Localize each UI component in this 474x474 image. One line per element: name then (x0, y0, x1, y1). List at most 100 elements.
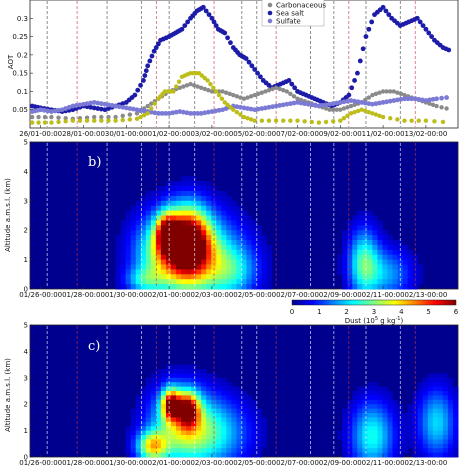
heat-cell (196, 443, 202, 449)
heat-cell (150, 430, 157, 436)
data-point-dust (234, 109, 240, 115)
data-point-dust (366, 109, 372, 115)
heat-cell (382, 279, 388, 285)
heat-cell (261, 235, 268, 241)
heat-cell (196, 240, 202, 246)
heat-cell (176, 421, 182, 427)
x-tick-label: 13/02-00:00 (404, 130, 447, 138)
heat-cell (221, 249, 227, 256)
heat-cell (115, 279, 122, 285)
data-point-dust (377, 113, 382, 119)
data-point-dust (373, 112, 379, 117)
heat-cell (382, 452, 388, 458)
heat-cell (165, 240, 172, 246)
heat-cell (387, 269, 393, 275)
heat-cell (130, 430, 137, 436)
heat-cell (206, 408, 212, 414)
heat-cell (170, 426, 177, 431)
data-point-sulfate (273, 103, 279, 109)
heat-cell (176, 249, 182, 256)
heat-cell (251, 264, 257, 270)
heat-cell (452, 430, 459, 436)
heat-cell (160, 284, 167, 290)
heat-cell (140, 225, 147, 231)
heat-cell (221, 195, 227, 202)
heat-cell (176, 382, 182, 387)
heat-cell (452, 452, 459, 458)
heat-cell (362, 244, 368, 251)
heat-cell (125, 249, 132, 256)
heat-cell (372, 448, 378, 453)
heat-cell (392, 421, 398, 427)
heat-cell (196, 452, 202, 458)
heat-cell (196, 215, 202, 221)
heat-cell (372, 215, 378, 221)
heat-cell (201, 279, 207, 285)
heat-cell (211, 264, 217, 270)
heat-cell (160, 382, 167, 387)
data-point-dust (395, 117, 400, 122)
heat-cell (135, 249, 142, 256)
heat-cell (357, 240, 363, 246)
heat-cell (417, 439, 424, 445)
heat-cell (140, 413, 147, 418)
heat-cell (181, 439, 187, 445)
data-point-sea-salt (258, 74, 263, 80)
data-point-sulfate (337, 100, 343, 105)
heat-cell (140, 430, 147, 436)
x-tick-label: 02/07-00:00 (276, 291, 319, 299)
data-point-sea-salt (363, 34, 369, 39)
heat-cell (150, 230, 157, 236)
panel-a-x-ticks: 26/01-00:00 28/01-00:00 30/01-00:00 01/02-0… (19, 125, 447, 138)
heat-cell (407, 259, 414, 265)
heat-cell (452, 386, 459, 392)
data-point-sulfate (416, 96, 422, 102)
heat-cell (160, 413, 167, 418)
heat-cell (427, 417, 434, 423)
heat-cell (181, 382, 187, 387)
data-point-sea-salt (135, 87, 141, 93)
heat-cell (181, 399, 187, 405)
heat-cell (145, 249, 152, 256)
heat-cell (432, 373, 439, 379)
heat-cell (437, 430, 444, 436)
heat-cell (135, 439, 142, 445)
heat-cell (251, 404, 257, 409)
heat-cell (216, 274, 222, 280)
heat-cell (231, 399, 237, 405)
heat-cell (251, 235, 257, 241)
heat-cell (427, 408, 434, 414)
heat-cell (196, 395, 202, 401)
heat-cell (201, 439, 207, 445)
heat-cell (352, 259, 358, 265)
heat-cell (150, 284, 157, 290)
heat-cell (236, 391, 242, 396)
heat-cell (125, 430, 132, 436)
heat-cell (382, 395, 388, 401)
data-point-sulfate (405, 96, 411, 102)
heat-cell (387, 435, 393, 440)
heat-cell (417, 279, 424, 285)
heat-cell (231, 452, 237, 458)
heat-cell (407, 284, 414, 290)
heat-cell (206, 269, 212, 275)
heat-cell (196, 448, 202, 453)
heat-cell (145, 408, 152, 414)
heat-cell (261, 284, 268, 290)
heat-cell (231, 230, 237, 236)
colorbar-tick-label: 6 (454, 308, 459, 316)
heat-cell (170, 395, 177, 401)
data-point-sulfate (330, 101, 336, 107)
heat-cell (241, 452, 247, 458)
heat-cell (231, 274, 237, 280)
heat-cell (221, 210, 227, 216)
heat-cell (155, 200, 162, 207)
heat-cell (170, 225, 177, 231)
heat-cell (155, 186, 162, 192)
heat-cell (236, 284, 242, 290)
heat-cell (150, 452, 157, 458)
data-point-carbonaceous (277, 86, 282, 92)
heat-cell (236, 430, 242, 436)
heat-cell (165, 225, 172, 231)
heat-cell (256, 269, 263, 275)
